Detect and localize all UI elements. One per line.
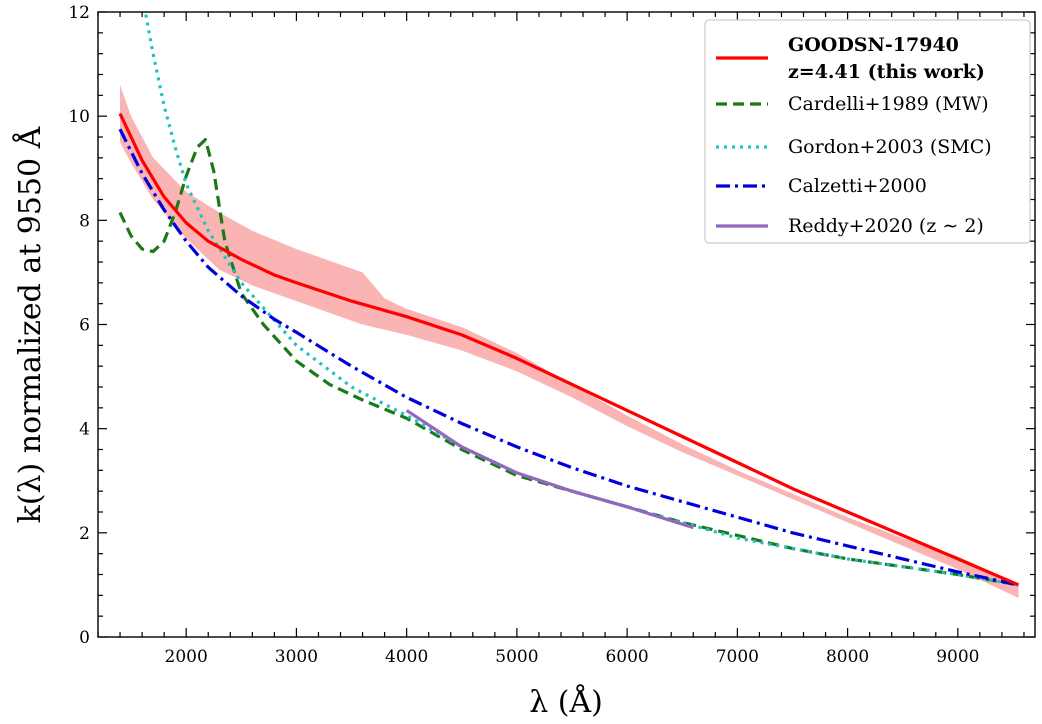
y-tick-label: 0 xyxy=(79,628,90,648)
x-tick-label: 7000 xyxy=(716,647,759,667)
y-tick-label: 6 xyxy=(79,316,90,336)
legend-box xyxy=(704,19,1031,244)
tick-labels-layer: 2000 3000 4000 5000 6000 7000 8000 9000 0 2 4 6 8 10 1… xyxy=(68,3,979,667)
series-layer xyxy=(118,12,1020,587)
x-tick-label: 3000 xyxy=(275,647,318,667)
series-line-1 xyxy=(118,138,1019,587)
x-tick-label: 6000 xyxy=(605,647,648,667)
legend-label-4: Reddy+2020 (z ∼ 2) xyxy=(788,215,984,237)
x-axis-label: λ (Å) xyxy=(529,684,603,720)
x-tick-label: 5000 xyxy=(495,647,538,667)
y-tick-label: 4 xyxy=(79,420,90,440)
x-tick-label: 2000 xyxy=(165,647,208,667)
legend: GOODSN-17940 z=4.41 (this work) Cardelli+1… xyxy=(704,19,1031,244)
legend-label-0-line2: z=4.41 (this work) xyxy=(788,61,985,83)
y-axis-label: k(λ) normalized at 9550 Å xyxy=(12,126,48,523)
x-tick-label: 8000 xyxy=(826,647,869,667)
y-tick-label: 2 xyxy=(79,524,90,544)
y-tick-label: 12 xyxy=(68,3,90,23)
legend-label-2: Gordon+2003 (SMC) xyxy=(788,136,992,158)
legend-label-0: GOODSN-17940 xyxy=(788,34,959,56)
series-line-0 xyxy=(118,112,1020,587)
x-tick-label: 4000 xyxy=(385,647,428,667)
plot-frame xyxy=(97,11,1036,638)
legend-label-3: Calzetti+2000 xyxy=(788,175,927,197)
series-line-3 xyxy=(118,128,1019,587)
legend-label-1: Cardelli+1989 (MW) xyxy=(788,93,989,115)
y-tick-label: 10 xyxy=(68,107,90,127)
series-line-4 xyxy=(405,409,694,530)
y-tick-label: 8 xyxy=(79,211,90,231)
x-tick-label: 9000 xyxy=(936,647,979,667)
